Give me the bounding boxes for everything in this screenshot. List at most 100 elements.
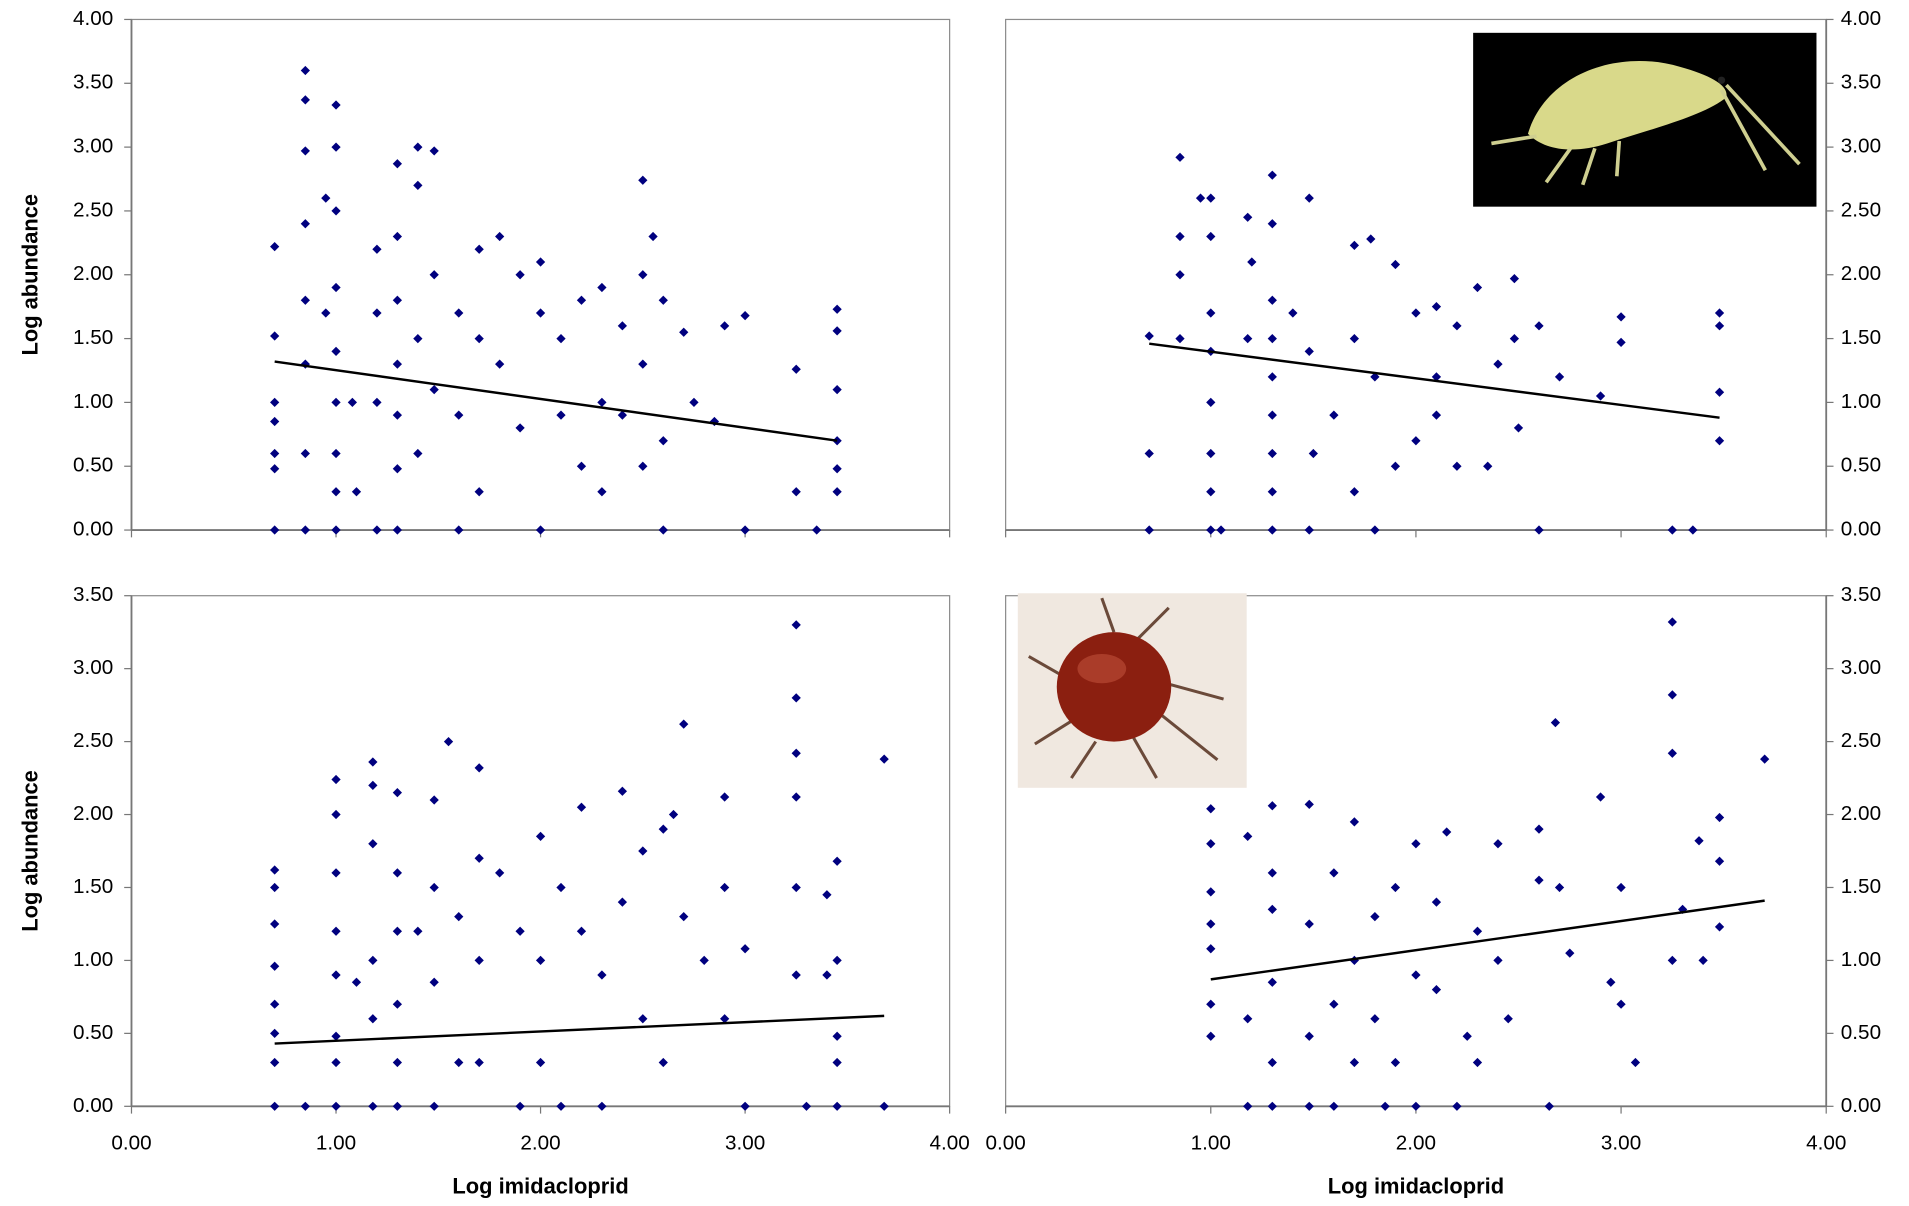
data-point xyxy=(1267,1101,1277,1111)
data-point xyxy=(331,809,341,820)
data-point xyxy=(321,308,331,318)
data-point xyxy=(1175,270,1185,280)
data-point xyxy=(270,242,280,252)
data-point xyxy=(832,326,842,336)
data-point xyxy=(1267,219,1277,229)
data-point xyxy=(300,295,310,305)
data-point xyxy=(1554,882,1565,893)
data-point xyxy=(1509,333,1520,344)
data-point xyxy=(392,410,403,420)
data-point xyxy=(576,802,587,812)
data-point xyxy=(368,1101,378,1111)
y-tick-label: 1.00 xyxy=(73,948,113,971)
data-point xyxy=(1267,904,1277,914)
data-point xyxy=(454,1057,464,1068)
y-tick-label: 1.50 xyxy=(1841,326,1881,349)
data-point xyxy=(331,774,341,785)
data-point xyxy=(1370,1014,1380,1024)
data-point xyxy=(638,461,648,471)
x-tick-label: 2.00 xyxy=(1396,1131,1436,1154)
data-point xyxy=(1206,193,1216,203)
data-point xyxy=(1431,984,1442,995)
data-point xyxy=(699,955,709,966)
data-point xyxy=(1544,1101,1554,1111)
data-point xyxy=(1380,1101,1390,1111)
data-point xyxy=(1144,331,1154,341)
data-point xyxy=(321,193,331,203)
data-point xyxy=(791,364,801,374)
y-tick-label: 0.00 xyxy=(73,518,113,541)
x-tick-label: 4.00 xyxy=(929,1131,969,1154)
y-tick-label: 3.00 xyxy=(73,656,113,679)
data-point xyxy=(454,525,464,535)
trend-line xyxy=(274,1014,885,1045)
data-point xyxy=(1616,337,1626,348)
data-point xyxy=(1534,824,1544,834)
data-point xyxy=(392,295,403,305)
data-point xyxy=(392,999,403,1009)
data-point xyxy=(454,912,464,922)
data-point xyxy=(1554,372,1565,382)
data-point xyxy=(617,897,627,907)
data-point xyxy=(832,464,842,474)
y-tick-label: 4.00 xyxy=(1841,7,1881,30)
data-point xyxy=(1483,461,1493,471)
data-point xyxy=(638,175,648,185)
data-point xyxy=(331,142,341,152)
mite-photo xyxy=(1017,593,1247,788)
data-point xyxy=(495,868,505,878)
y-tick-label: 1.00 xyxy=(1841,948,1881,971)
data-point xyxy=(474,487,484,497)
data-point xyxy=(270,882,280,893)
y-tick-label: 0.50 xyxy=(73,1021,113,1044)
y-tick-label: 0.00 xyxy=(1841,518,1881,541)
data-point xyxy=(1431,372,1442,382)
data-point xyxy=(270,1028,280,1038)
data-point xyxy=(1411,970,1421,980)
data-point xyxy=(331,525,341,535)
data-point xyxy=(1698,955,1708,966)
y-tick-label: 3.00 xyxy=(1841,135,1881,158)
data-point xyxy=(1493,839,1503,849)
data-point xyxy=(791,748,801,758)
data-point xyxy=(879,1101,889,1111)
data-point xyxy=(331,282,341,293)
data-point xyxy=(413,926,423,936)
data-point xyxy=(638,1014,648,1024)
data-point xyxy=(474,1057,484,1068)
data-point xyxy=(331,397,341,408)
data-point xyxy=(270,416,280,427)
data-point xyxy=(392,926,403,936)
x-tick-label: 3.00 xyxy=(1601,1131,1641,1154)
data-point xyxy=(832,856,842,866)
y-tick-label: 1.00 xyxy=(73,390,113,413)
data-point xyxy=(392,1101,403,1111)
data-point xyxy=(474,955,484,966)
data-point xyxy=(1390,1057,1401,1068)
amphipod-photo xyxy=(1473,32,1817,207)
data-point xyxy=(535,955,546,966)
data-point xyxy=(1206,839,1216,849)
data-point xyxy=(515,423,525,433)
data-point xyxy=(1349,1057,1360,1068)
data-point xyxy=(658,436,668,446)
data-point xyxy=(1595,792,1606,802)
data-point xyxy=(679,327,689,337)
plot-frame xyxy=(130,595,951,1107)
data-point xyxy=(1216,525,1226,535)
data-point xyxy=(740,310,750,321)
data-point xyxy=(429,795,439,805)
data-point xyxy=(791,620,801,630)
data-point xyxy=(1206,804,1216,814)
data-point xyxy=(576,926,587,936)
data-point xyxy=(1267,868,1277,878)
data-point xyxy=(1513,423,1524,433)
data-point xyxy=(1304,346,1314,356)
y-tick-label: 3.50 xyxy=(73,71,113,94)
data-point xyxy=(270,464,280,474)
data-point xyxy=(576,295,587,305)
data-point xyxy=(1370,525,1380,535)
data-point xyxy=(1195,193,1206,203)
data-point xyxy=(1667,525,1677,535)
data-point xyxy=(720,792,730,802)
